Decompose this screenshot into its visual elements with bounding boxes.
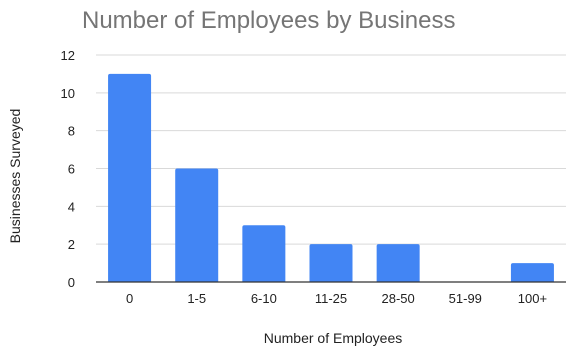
gridlines <box>96 54 566 245</box>
x-axis-title: Number of Employees <box>264 330 403 346</box>
y-tick-label: 12 <box>61 48 75 63</box>
x-tick-label: 6-10 <box>251 291 277 306</box>
bar-28-50 <box>376 244 420 282</box>
y-tick-label: 4 <box>68 199 75 214</box>
bars <box>108 73 554 283</box>
chart-title: Number of Employees by Business <box>82 7 456 34</box>
y-tick-label: 2 <box>68 237 75 252</box>
x-tick-label: 28-50 <box>382 291 415 306</box>
y-tick-label: 0 <box>68 275 75 290</box>
y-tick-label: 6 <box>68 162 75 177</box>
bar-0 <box>108 73 152 283</box>
bar-11-25 <box>309 244 353 282</box>
y-axis-ticks: 0 2 4 6 8 10 12 <box>61 48 75 290</box>
bar-6-10 <box>242 225 286 282</box>
y-tick-label: 10 <box>61 86 75 101</box>
bar-100+ <box>510 263 554 282</box>
x-tick-label: 1-5 <box>187 291 206 306</box>
y-axis-title: Businesses Surveyed <box>7 109 23 244</box>
x-tick-label: 0 <box>126 291 133 306</box>
x-axis-ticks: 0 1-5 6-10 11-25 28-50 51-99 100+ <box>126 291 547 306</box>
x-tick-label: 11-25 <box>315 291 347 306</box>
y-tick-label: 8 <box>68 124 75 139</box>
x-tick-label: 100+ <box>518 291 547 306</box>
x-tick-label: 51-99 <box>449 291 482 306</box>
bar-1-5 <box>175 168 219 282</box>
